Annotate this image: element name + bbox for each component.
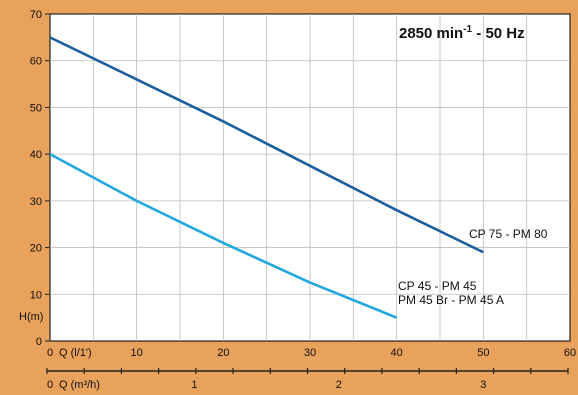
series-label-cp75-pm80: CP 75 - PM 80 — [469, 227, 548, 241]
y-tick-label: 20 — [30, 243, 42, 255]
series-label-cp45-line1: CP 45 - PM 45 — [398, 279, 477, 293]
title-rest: - 50 Hz — [472, 25, 525, 42]
y-tick-label: 40 — [30, 149, 42, 161]
y-tick-label: 70 — [30, 9, 42, 21]
secondary-tick-label: 0 — [47, 379, 53, 391]
y-axis-label: H(m) — [19, 311, 43, 323]
series-line-2 — [49, 152, 398, 319]
secondary-tick-label: 1 — [191, 379, 197, 391]
series-group — [49, 36, 484, 319]
secondary-x-axis: 0 1 2 3 Q (m³/h) — [46, 368, 569, 391]
x-axis: 0 10 20 30 40 50 60 Q (l/1') — [47, 347, 576, 359]
secondary-tick-label: 2 — [336, 379, 342, 391]
x-tick-label: 50 — [477, 347, 489, 359]
x-tick-label: 10 — [131, 347, 143, 359]
x-tick-label: 60 — [564, 347, 576, 359]
y-tick-label: 30 — [30, 196, 42, 208]
y-tick-label: 10 — [30, 289, 42, 301]
chart-title: 2850 min-1 - 50 Hz — [399, 24, 525, 42]
x-tick-label: 0 — [47, 347, 53, 359]
x-tick-label: 30 — [304, 347, 316, 359]
x-tick-label: 40 — [391, 347, 403, 359]
y-tick-label: 0 — [36, 336, 42, 348]
title-superscript: -1 — [463, 24, 472, 35]
y-axis: 0 10 20 30 40 50 60 70 — [30, 9, 50, 348]
x-unit-label: Q (l/1') — [59, 347, 92, 359]
series-label-cp45-line2: PM 45 Br - PM 45 A — [398, 293, 504, 307]
secondary-unit-label: Q (m³/h) — [59, 379, 100, 391]
y-tick-label: 50 — [30, 102, 42, 114]
series-line-1 — [49, 36, 484, 254]
y-tick-label: 60 — [30, 56, 42, 68]
x-tick-label: 20 — [217, 347, 229, 359]
secondary-tick-label: 3 — [480, 379, 486, 391]
